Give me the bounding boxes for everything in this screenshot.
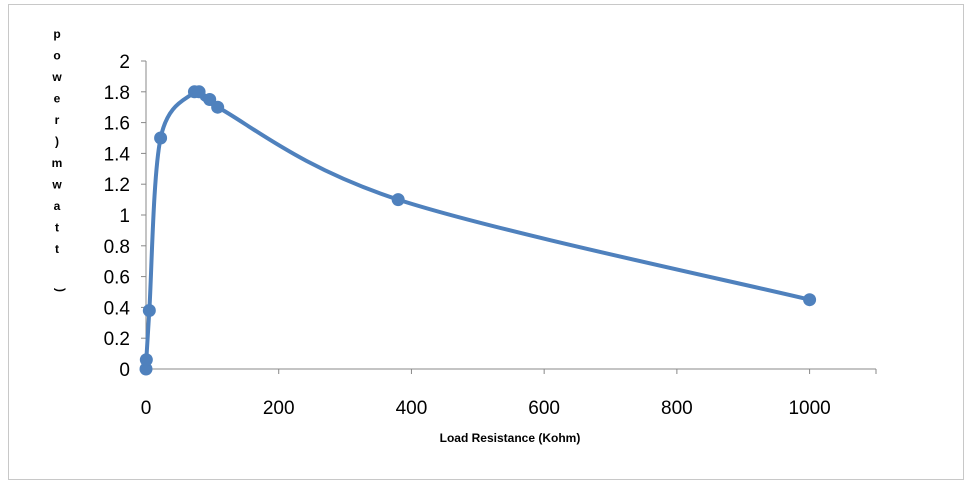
- data-point: [142, 303, 156, 317]
- y-tick-label: 1.6: [104, 114, 130, 135]
- x-axis-title: Load Resistance (Kohm): [440, 431, 581, 445]
- y-tick-label: 1.2: [104, 175, 130, 196]
- x-tick-label: 0: [141, 398, 152, 419]
- y-tick-label: 1.8: [104, 83, 130, 104]
- y-tick-label: 2: [119, 52, 130, 73]
- y-tick-label: 0.4: [104, 298, 131, 319]
- y-axis-title-letter: ): [55, 135, 59, 149]
- series-layer: [139, 85, 817, 376]
- y-axis-title-letter: r: [55, 113, 60, 127]
- x-tick-label: 200: [263, 398, 295, 419]
- y-tick-label: 0.2: [104, 329, 130, 350]
- x-tick-label: 1000: [788, 398, 830, 419]
- tick-labels: 0 0.2 0.4 0.6 0.8 1 1.2 1.4 1.6 1.8 2 0 200 400 600 800…: [104, 52, 831, 419]
- x-tick-label: 800: [661, 398, 693, 419]
- x-tick-label: 400: [396, 398, 428, 419]
- y-axis-title-letter: o: [53, 49, 60, 63]
- y-axis-title-letter: e: [54, 92, 61, 106]
- y-tick-label: 0: [119, 360, 130, 381]
- data-point: [154, 131, 168, 145]
- y-axis-title-paren: (: [52, 288, 66, 292]
- y-axis-title-letter: p: [53, 27, 60, 41]
- y-axis-title-letter: w: [51, 70, 62, 84]
- y-axis-title-letter: m: [52, 156, 63, 170]
- axes: [141, 60, 877, 374]
- data-point: [139, 353, 153, 367]
- series-line: [143, 86, 812, 371]
- data-point: [391, 193, 405, 207]
- y-axis-title-letter: a: [54, 199, 61, 213]
- data-point: [803, 293, 817, 307]
- data-point: [211, 100, 225, 114]
- y-tick-label: 0.8: [104, 237, 130, 258]
- data-point: [139, 362, 153, 376]
- y-axis-title-letter: t: [55, 242, 59, 256]
- y-axis-title-letter: w: [51, 178, 62, 192]
- y-axis-title-letter: t: [55, 221, 59, 235]
- y-tick-label: 1.4: [104, 144, 131, 165]
- data-point: [192, 85, 206, 99]
- x-tick-label: 600: [528, 398, 560, 419]
- y-tick-label: 0.6: [104, 268, 130, 289]
- y-tick-label: 1: [119, 206, 130, 227]
